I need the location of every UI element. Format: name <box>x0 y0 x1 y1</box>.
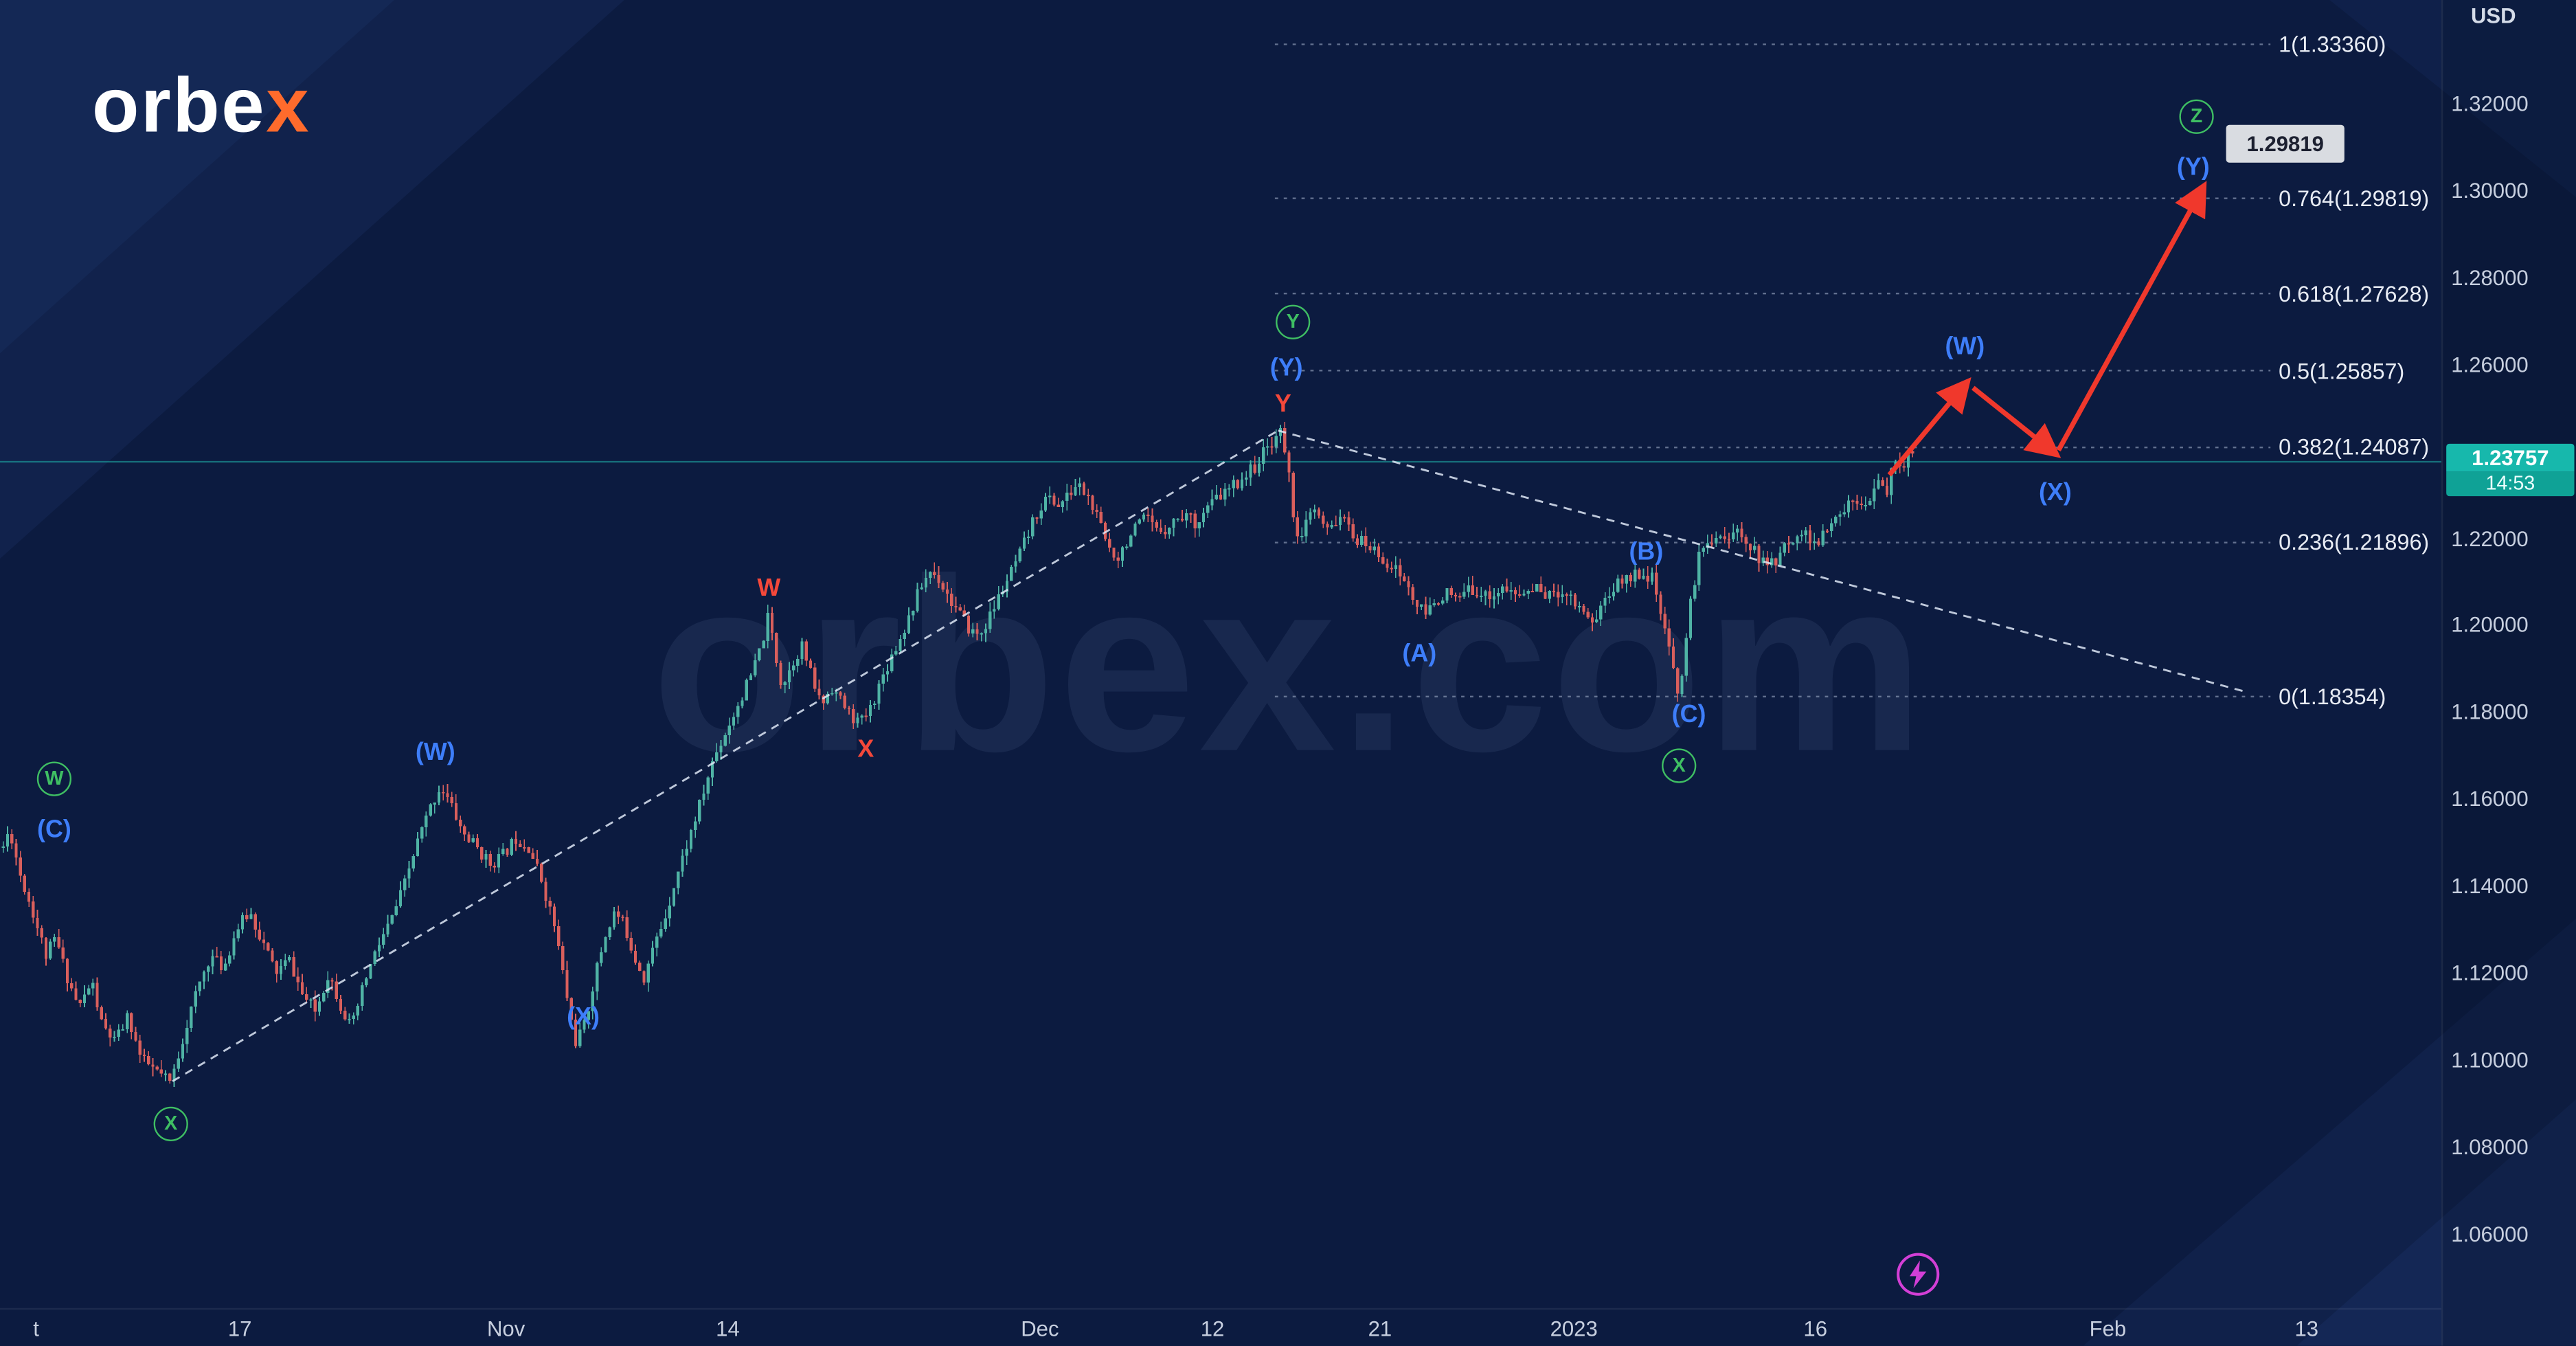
fib-level-label: 1(1.33360) <box>2279 32 2386 57</box>
logo-text: orbe <box>91 60 267 148</box>
wave-label[interactable]: X <box>857 735 874 763</box>
price-tick: 1.10000 <box>2451 1047 2529 1073</box>
axis-separator <box>2441 0 2443 1346</box>
wave-label[interactable]: Z <box>2179 99 2214 134</box>
price-tick: 1.14000 <box>2451 873 2529 899</box>
time-tick: 21 <box>1368 1316 1392 1341</box>
time-tick: 14 <box>716 1316 740 1341</box>
wave-label[interactable]: W <box>36 761 72 796</box>
currency-label: USD <box>2470 3 2516 28</box>
trendlines[interactable] <box>172 429 2246 1082</box>
fib-level-label: 0(1.18354) <box>2279 684 2386 709</box>
price-tick: 1.32000 <box>2451 91 2529 116</box>
time-tick: 17 <box>227 1316 252 1341</box>
time-tick: 12 <box>1200 1316 1225 1341</box>
forecast-arrows[interactable] <box>1887 181 2207 477</box>
wave-label[interactable]: Y <box>1276 304 1311 339</box>
wave-label[interactable]: X <box>153 1106 188 1141</box>
fib-level-label: 0.5(1.25857) <box>2279 358 2405 383</box>
fib-level-label: 0.236(1.21896) <box>2279 530 2430 555</box>
time-tick: t <box>33 1316 39 1341</box>
bar-countdown: 14:53 <box>2446 471 2575 497</box>
time-tick: 13 <box>2294 1316 2319 1341</box>
time-tick: 16 <box>1803 1316 1828 1341</box>
time-tick: Feb <box>2089 1316 2127 1341</box>
price-tick: 1.06000 <box>2451 1221 2529 1246</box>
wave-label[interactable]: (C) <box>37 816 71 844</box>
wave-label[interactable]: Y <box>1274 390 1291 418</box>
price-tick: 1.28000 <box>2451 265 2529 290</box>
price-axis-band <box>2441 0 2576 1346</box>
time-axis-separator <box>0 1308 2441 1310</box>
fib-retracement-lines[interactable] <box>1274 43 2271 697</box>
fib-level-label: 0.618(1.27628) <box>2279 281 2430 306</box>
current-price-value: 1.23757 <box>2446 443 2575 472</box>
price-tick: 1.12000 <box>2451 960 2529 985</box>
candlestick-series <box>1 421 1914 1087</box>
lightning-icon[interactable] <box>1896 1252 1941 1297</box>
wave-label[interactable]: (C) <box>1671 701 1706 729</box>
time-tick: Nov <box>486 1316 526 1341</box>
wave-label[interactable]: (B) <box>1629 538 1664 566</box>
wave-label[interactable]: (Y) <box>2176 153 2210 182</box>
logo-accent-letter: x <box>266 60 311 148</box>
wave-label[interactable]: W <box>757 574 781 603</box>
wave-label[interactable]: (W) <box>1945 333 1985 361</box>
time-tick: Dec <box>1021 1316 1059 1341</box>
price-tick: 1.30000 <box>2451 178 2529 203</box>
fib-level-label: 0.764(1.29819) <box>2279 186 2430 211</box>
wave-label[interactable]: X <box>1662 748 1697 783</box>
price-tick: 1.22000 <box>2451 526 2529 551</box>
wave-label[interactable]: (X) <box>2038 479 2072 507</box>
price-tick: 1.16000 <box>2451 786 2529 811</box>
time-tick: 2023 <box>1550 1316 1598 1341</box>
price-tick: 1.26000 <box>2451 352 2529 377</box>
wave-label[interactable]: (W) <box>415 739 455 767</box>
fib-level-label: 0.382(1.24087) <box>2279 435 2430 460</box>
price-tick: 1.20000 <box>2451 612 2529 638</box>
watermark: orbex.com <box>651 526 1928 803</box>
wave-label[interactable]: (X) <box>567 1003 600 1031</box>
price-tick: 1.18000 <box>2451 699 2529 725</box>
price-tick: 1.08000 <box>2451 1134 2529 1159</box>
price-target-tooltip: 1.29819 <box>2226 124 2345 163</box>
wave-label[interactable]: (Y) <box>1269 354 1303 383</box>
current-price-badge: 1.23757 14:53 <box>2446 443 2575 497</box>
orbex-logo: orbex <box>92 59 310 150</box>
wave-label[interactable]: (A) <box>1402 640 1437 669</box>
